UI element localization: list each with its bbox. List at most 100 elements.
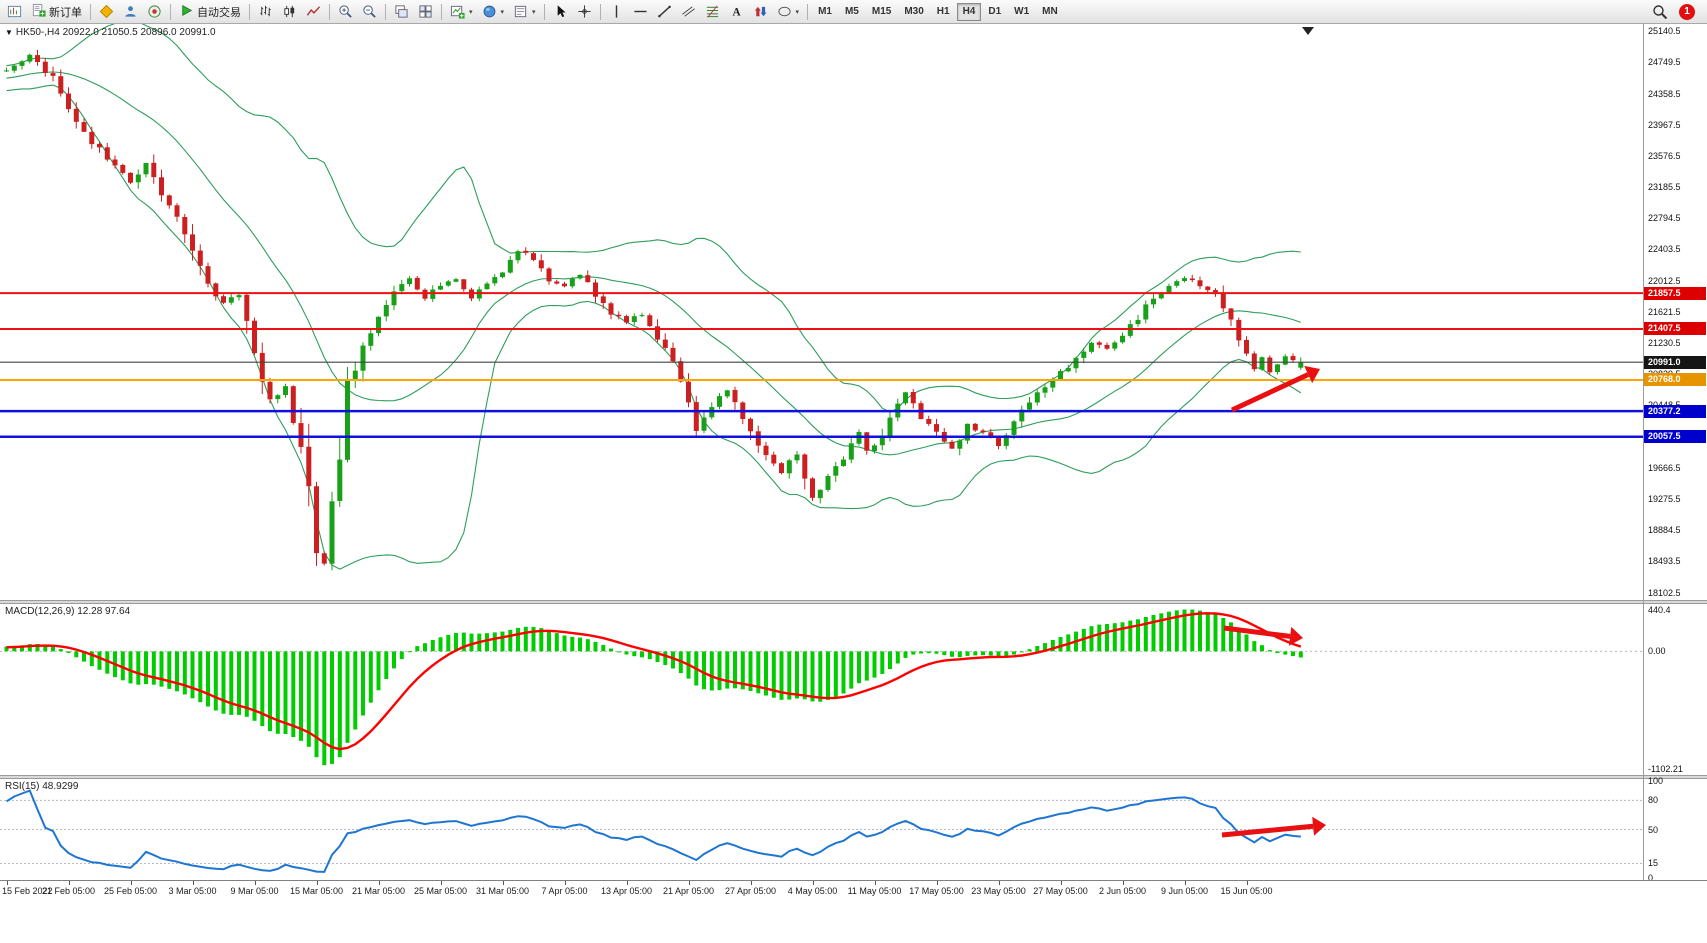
- rsi-panel[interactable]: [0, 779, 1643, 880]
- notification-badge[interactable]: 1: [1679, 3, 1695, 20]
- candlestick-chart-icon[interactable]: [278, 2, 301, 22]
- panel-divider[interactable]: [0, 600, 1707, 604]
- time-tick: [1060, 881, 1062, 885]
- timeframe-d1[interactable]: D1: [982, 3, 1007, 21]
- rsi-axis-label: 100: [1648, 776, 1664, 786]
- time-axis-label: 27 May 05:00: [1033, 886, 1088, 896]
- price-axis-label: 21230.5: [1648, 338, 1681, 349]
- chart-title: ▼ HK50-,H4 20922.0 21050.5 20896.0 20991.…: [5, 27, 216, 38]
- autotrade-button[interactable]: 自动交易: [175, 2, 245, 22]
- price-tag-21407.5: 21407.5: [1644, 322, 1706, 336]
- time-axis-label: 2 Jun 05:00: [1098, 886, 1147, 896]
- price-axis-label: 18493.5: [1648, 556, 1681, 567]
- zoom-in-icon[interactable]: [334, 2, 357, 22]
- time-axis-label: 25 Mar 05:00: [413, 886, 468, 896]
- timeframe-h1[interactable]: H1: [931, 3, 956, 21]
- price-axis-label: 21621.5: [1648, 306, 1681, 317]
- chart-window-icon[interactable]: [3, 2, 26, 22]
- timeframe-m15[interactable]: M15: [866, 3, 897, 21]
- horizontal-line-tool[interactable]: [629, 2, 652, 22]
- community-icon[interactable]: [119, 2, 142, 22]
- zoom-out-icon[interactable]: [358, 2, 381, 22]
- trend-arrow-main[interactable]: [1230, 372, 1310, 413]
- time-tick: [812, 881, 814, 885]
- cascade-windows-icon[interactable]: [390, 2, 413, 22]
- time-tick: [1184, 881, 1186, 885]
- time-axis-label: 9 Jun 05:00: [1160, 886, 1209, 896]
- time-axis-label: 3 Mar 05:00: [168, 886, 217, 896]
- trend-arrow-main-head[interactable]: [1304, 365, 1320, 384]
- time-axis[interactable]: 15 Feb 2022 21 Feb 05:00 25 Feb 05:00 3 Mar…: [0, 880, 1707, 900]
- bar-chart-icon[interactable]: [254, 2, 277, 22]
- trend-arrow-macd[interactable]: [1223, 625, 1291, 639]
- chart-window: ▼ HK50-,H4 20922.0 21050.5 20896.0 20991.…: [0, 24, 1707, 943]
- bollinger-middle: [6, 71, 1301, 456]
- new-order-icon: [31, 3, 46, 21]
- shapes-dropdown[interactable]: ▾: [773, 2, 804, 22]
- timeframe-m30[interactable]: M30: [898, 3, 929, 21]
- time-tick: [1246, 881, 1248, 885]
- price-axis-label: 23576.5: [1648, 150, 1681, 161]
- metaquotes-icon[interactable]: [95, 2, 118, 22]
- new-order-button[interactable]: 新订单: [27, 2, 86, 22]
- toolbar-separator: [543, 3, 545, 20]
- new-chart-dropdown[interactable]: ▾: [446, 2, 477, 22]
- timeframe-w1[interactable]: W1: [1008, 3, 1035, 21]
- trend-arrow-macd-head[interactable]: [1288, 626, 1303, 646]
- trendline-tool[interactable]: [653, 2, 676, 22]
- panel-divider[interactable]: [0, 775, 1707, 779]
- arrows-tool[interactable]: [749, 2, 772, 22]
- new-order-label: 新订单: [49, 6, 82, 19]
- chevron-down-icon: ▾: [469, 8, 473, 16]
- price-axis-label: 22403.5: [1648, 244, 1681, 255]
- crosshair-icon[interactable]: [573, 2, 596, 22]
- symbol-marker-icon: ▼: [5, 28, 13, 37]
- line-chart-icon[interactable]: [302, 2, 325, 22]
- toolbar-separator: [807, 3, 809, 20]
- time-tick: [688, 881, 690, 885]
- timeframe-m1[interactable]: M1: [812, 3, 838, 21]
- trend-arrow-rsi-head[interactable]: [1312, 816, 1326, 836]
- macd-label: MACD(12,26,9) 12.28 97.64: [5, 606, 131, 617]
- chart-shift-marker[interactable]: [1302, 27, 1314, 35]
- time-axis-label: 17 May 05:00: [909, 886, 964, 896]
- time-axis-label: 21 Mar 05:00: [351, 886, 406, 896]
- time-axis-label: 21 Feb 05:00: [41, 886, 96, 896]
- profiles-dropdown[interactable]: ▾: [478, 2, 509, 22]
- time-axis-label: 27 Apr 05:00: [724, 886, 777, 896]
- fibonacci-tool[interactable]: [701, 2, 724, 22]
- price-axis[interactable]: 25140.5 24749.5 24358.5 23967.5 23576.5 23185…: [1643, 24, 1707, 883]
- time-axis-label: 25 Feb 05:00: [103, 886, 158, 896]
- channel-tool[interactable]: [677, 2, 700, 22]
- chevron-down-icon: ▾: [795, 8, 800, 16]
- tile-windows-icon[interactable]: [414, 2, 437, 22]
- time-axis-label: 7 Apr 05:00: [541, 886, 588, 896]
- time-tick: [936, 881, 938, 885]
- templates-dropdown[interactable]: ▾: [509, 2, 540, 22]
- timeframe-h4[interactable]: H4: [956, 2, 982, 21]
- cursor-icon[interactable]: [549, 2, 572, 22]
- trend-arrow-rsi[interactable]: [1221, 823, 1314, 838]
- price-tag-20768.0: 20768.0: [1644, 373, 1706, 387]
- time-tick: [6, 881, 8, 885]
- price-axis-label: 18884.5: [1648, 525, 1681, 536]
- toolbar-separator: [170, 3, 171, 20]
- time-axis-label: 15 Mar 05:00: [289, 886, 344, 896]
- macd-panel[interactable]: [0, 604, 1643, 775]
- text-tool[interactable]: A: [725, 2, 748, 22]
- macd-signal-line: [6, 612, 1302, 751]
- rsi-line: [5, 789, 1301, 873]
- time-tick: [502, 881, 504, 885]
- time-axis-label: 9 Mar 05:00: [230, 886, 279, 896]
- search-icon[interactable]: [1648, 2, 1672, 22]
- vertical-line-tool[interactable]: [605, 2, 628, 22]
- toolbar-separator: [249, 3, 250, 20]
- timeframe-mn[interactable]: MN: [1036, 3, 1064, 21]
- toolbar-separator: [599, 3, 601, 20]
- main-chart-panel[interactable]: [0, 24, 1643, 600]
- time-tick: [192, 881, 194, 885]
- mql-community-icon[interactable]: [143, 2, 166, 22]
- timeframe-m5[interactable]: M5: [839, 3, 865, 21]
- candles-series: [4, 49, 1304, 571]
- macd-histogram: [4, 609, 1303, 766]
